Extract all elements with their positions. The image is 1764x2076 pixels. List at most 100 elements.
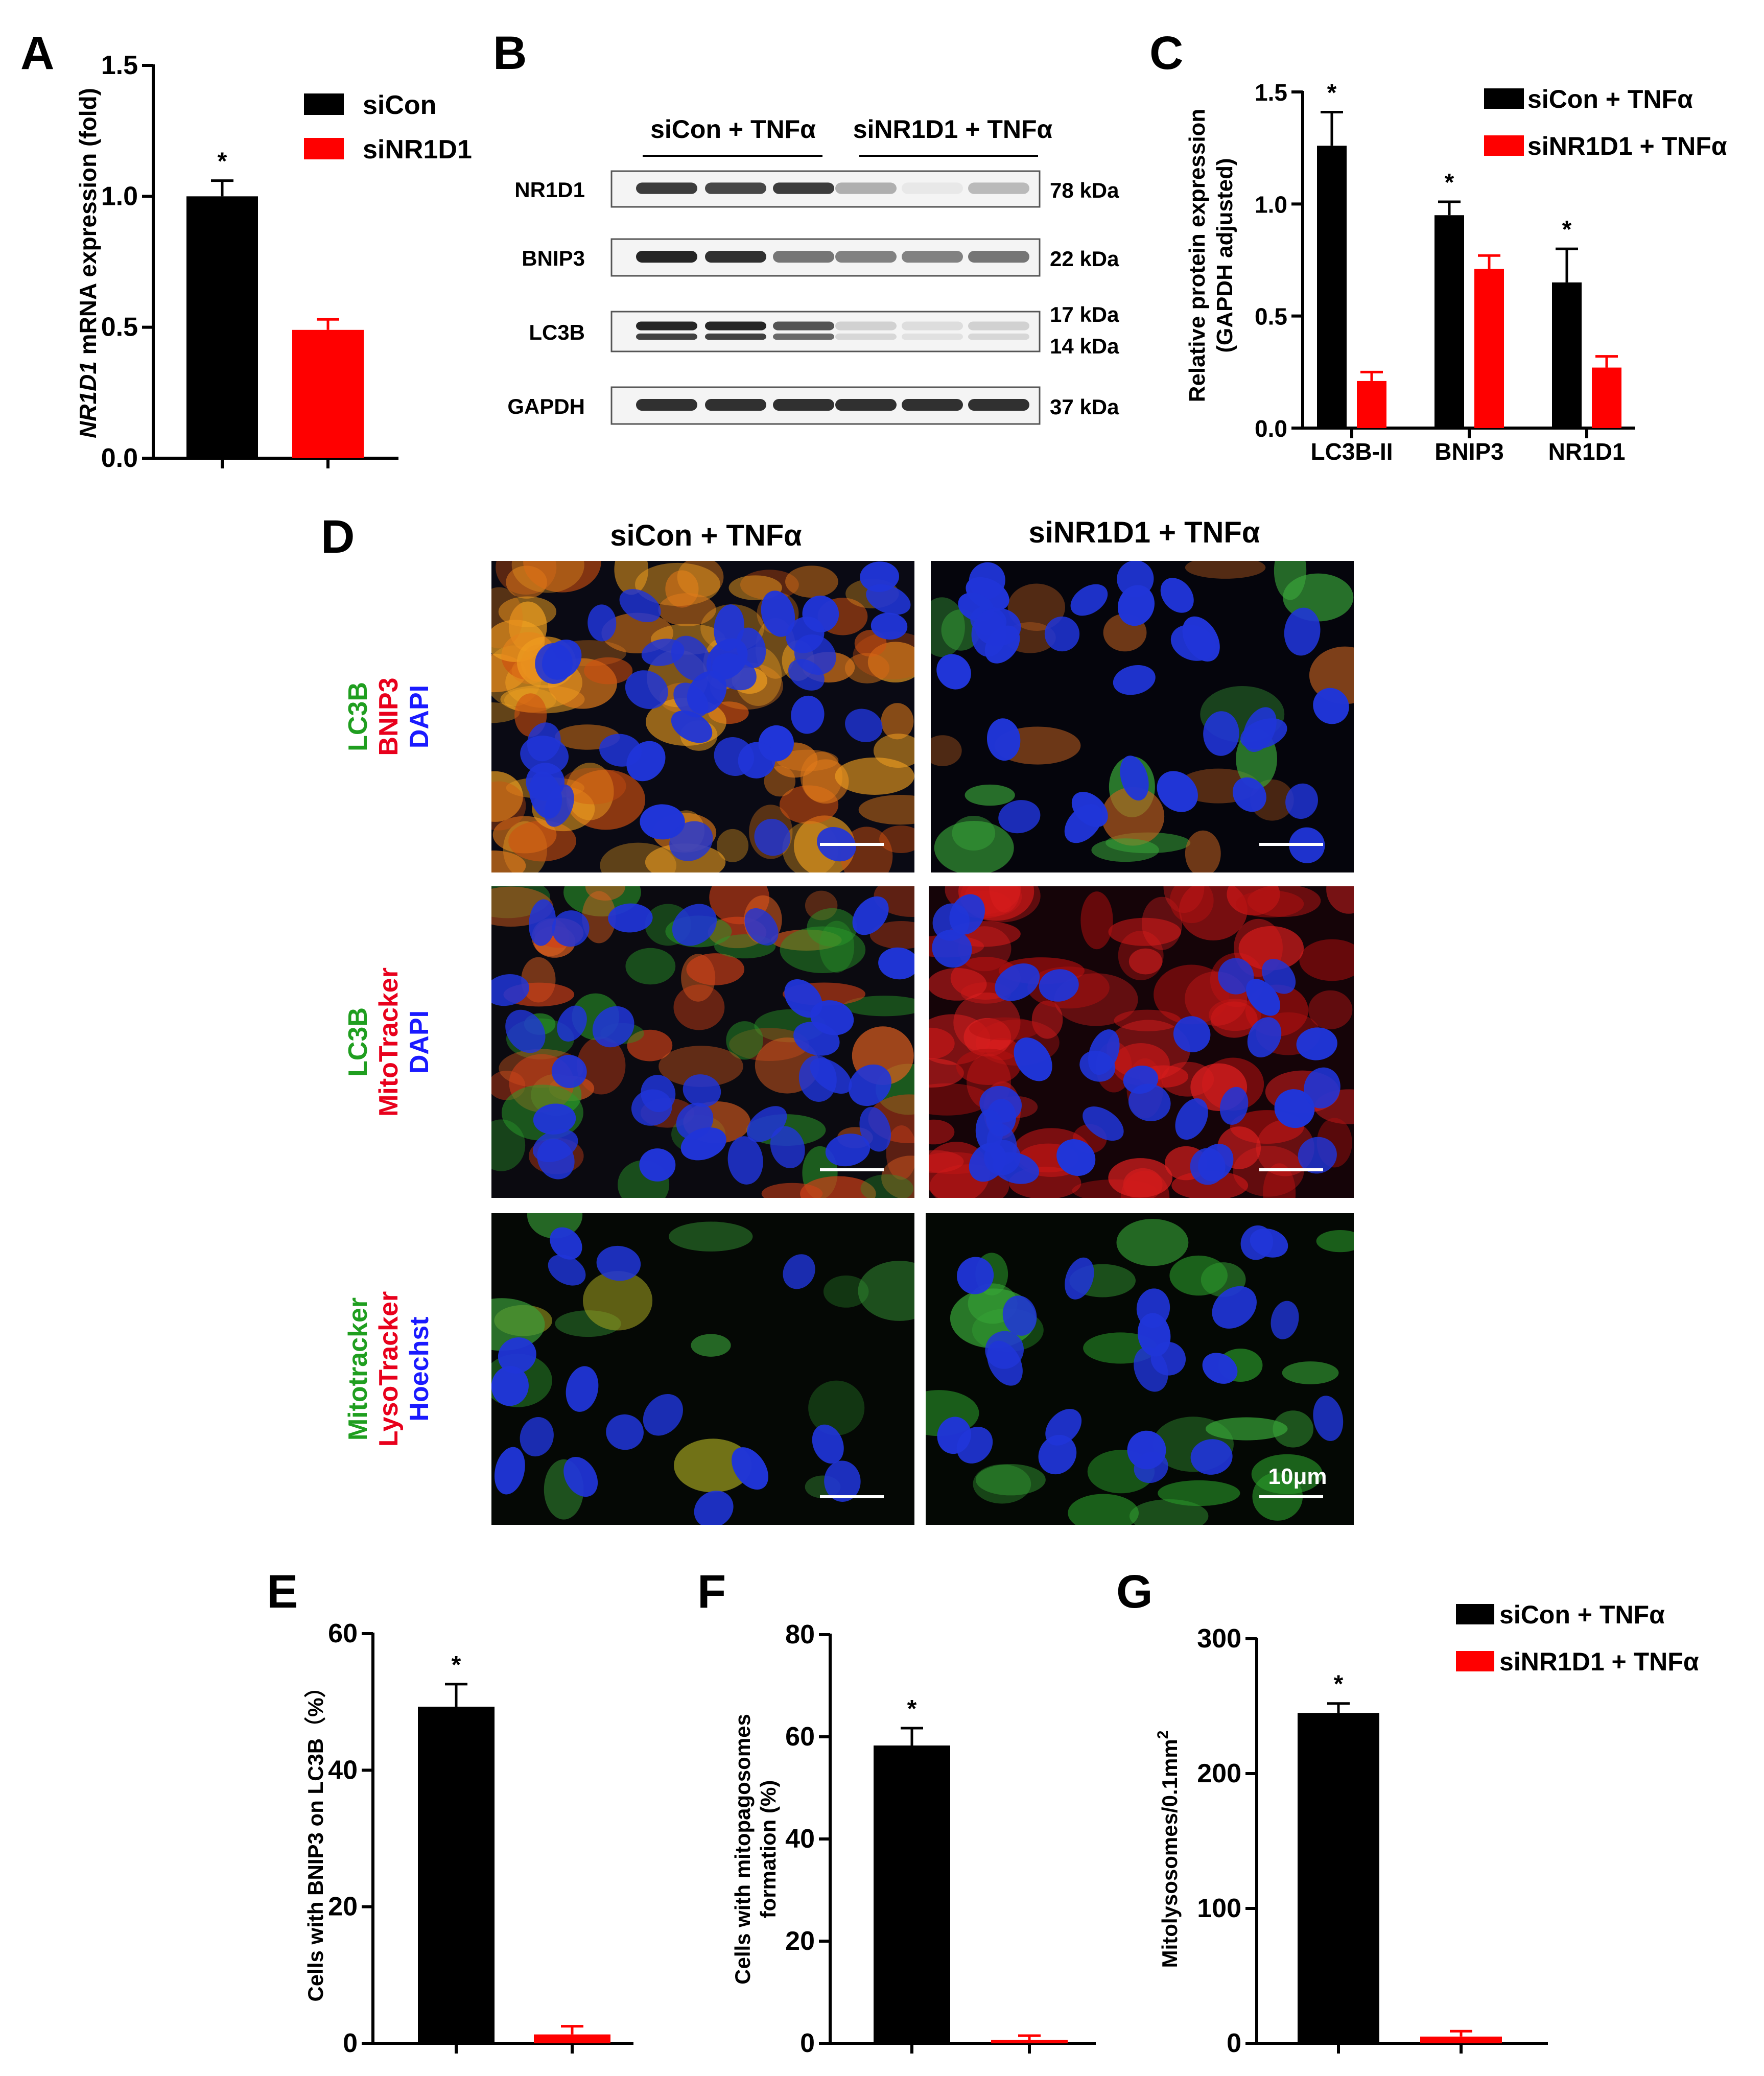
cytoplasm-signal xyxy=(673,984,725,1030)
blot-kda-label: 37 kDa xyxy=(1050,395,1119,419)
blot-band xyxy=(968,251,1029,263)
nucleus xyxy=(1274,1089,1315,1128)
micrograph-content xyxy=(491,886,914,1198)
cytoplasm-signal xyxy=(1158,1480,1240,1506)
y-axis-label-gene: NR1D1 xyxy=(75,361,101,438)
cytoplasm-signal xyxy=(835,757,914,795)
y-axis-label: Relative protein expression xyxy=(1185,109,1210,403)
cytoplasm-signal xyxy=(881,703,914,740)
y-tick-label: 100 xyxy=(1197,1894,1241,1923)
nucleus xyxy=(1247,1017,1282,1057)
blot-band xyxy=(968,321,1029,331)
nucleus xyxy=(550,1227,582,1260)
y-axis-label: Cells with BNIP3 on LC3B（%） xyxy=(303,1676,327,2001)
nucleus xyxy=(1173,1016,1211,1052)
cytoplasm-signal xyxy=(989,886,1021,913)
nucleus xyxy=(1203,711,1239,756)
cytoplasm-signal xyxy=(1091,838,1159,862)
y-tick-label: 1.0 xyxy=(1255,191,1287,218)
cytoplasm-signal xyxy=(674,1438,752,1493)
bar xyxy=(1317,146,1347,428)
nucleus xyxy=(1261,959,1296,994)
cytoplasm-signal xyxy=(1309,646,1354,704)
cytoplasm-signal xyxy=(1316,1230,1354,1253)
cytoplasm-signal xyxy=(1185,830,1221,872)
nucleus xyxy=(608,903,653,933)
nucleus xyxy=(640,804,685,840)
legend-swatch xyxy=(1456,1651,1494,1671)
nucleus xyxy=(1070,584,1108,616)
bar xyxy=(1298,1713,1379,2043)
nucleus xyxy=(494,1447,525,1495)
y-tick-label: 0 xyxy=(1227,2028,1241,2058)
y-tick-label: 0.5 xyxy=(101,313,138,342)
nucleus xyxy=(566,1366,599,1412)
cytoplasm-signal xyxy=(886,1125,914,1180)
nucleus xyxy=(798,1055,837,1102)
y-axis-label-text: mRNA expression (fold) xyxy=(75,88,101,361)
nucleus xyxy=(1182,616,1220,662)
nucleus xyxy=(1298,1137,1337,1174)
nucleus xyxy=(987,1340,1023,1386)
cytoplasm-signal xyxy=(853,631,914,679)
cytoplasm-signal xyxy=(691,1334,731,1357)
cytoplasm-signal xyxy=(761,1183,823,1198)
micrograph-content xyxy=(491,1213,914,1525)
cytoplasm-signal xyxy=(1129,1499,1209,1525)
panel-label-c: C xyxy=(1149,27,1184,79)
micro-row-label: DAPI xyxy=(405,685,434,748)
y-axis-label-line2: formation (%) xyxy=(756,1780,780,1919)
cytoplasm-signal xyxy=(780,926,866,973)
blot-band xyxy=(773,399,834,411)
blot-band xyxy=(636,251,697,263)
blot-kda-label: 17 kDa xyxy=(1050,302,1119,326)
cytoplasm-signal xyxy=(1169,1255,1228,1296)
cytoplasm-signal xyxy=(491,587,523,649)
cytoplasm-signal xyxy=(1007,583,1066,631)
nucleus xyxy=(533,1103,576,1135)
cytoplasm-signal xyxy=(840,827,893,872)
y-tick-label: 1.5 xyxy=(101,51,138,80)
bar xyxy=(1592,367,1621,428)
micro-row-label: Hoechst xyxy=(405,1316,434,1421)
cytoplasm-signal xyxy=(843,996,914,1017)
nucleus xyxy=(845,709,883,742)
y-tick-label: 0.0 xyxy=(1255,415,1287,442)
blot-row-label: LC3B xyxy=(529,320,585,344)
nucleus xyxy=(599,734,642,767)
cytoplasm-signal xyxy=(625,948,676,985)
nucleus xyxy=(529,771,562,819)
nucleus xyxy=(1038,1434,1077,1475)
y-tick-label: 60 xyxy=(328,1619,358,1648)
nucleus xyxy=(860,561,899,592)
legend-label: siCon + TNFα xyxy=(1499,1600,1665,1629)
y-tick-label: 1.0 xyxy=(101,181,138,211)
cytoplasm-signal xyxy=(1080,891,1113,950)
nucleus xyxy=(491,974,529,1006)
blot-band xyxy=(773,251,834,263)
panel-label-g: G xyxy=(1116,1566,1153,1618)
nucleus xyxy=(1296,1027,1337,1060)
cytoplasm-signal xyxy=(1114,1009,1181,1031)
blot-strip xyxy=(610,311,1041,352)
bar xyxy=(534,2034,610,2043)
nucleus xyxy=(1285,783,1318,819)
nucleus xyxy=(1271,1301,1299,1339)
nucleus xyxy=(491,1365,529,1406)
cytoplasm-signal xyxy=(1274,561,1307,600)
cytoplasm-signal xyxy=(1326,886,1354,914)
cytoplasm-signal xyxy=(764,766,796,797)
micro-col-label-knockdown: siNR1D1 + TNFα xyxy=(1028,516,1260,549)
nucleus xyxy=(1044,616,1080,652)
nucleus xyxy=(783,1254,815,1289)
x-tick-label: NR1D1 xyxy=(1548,438,1626,465)
nucleus xyxy=(936,654,971,690)
blot-band xyxy=(705,182,766,194)
y-tick-label: 0.0 xyxy=(101,443,138,473)
nucleus xyxy=(669,821,713,861)
nucleus xyxy=(754,818,791,856)
legend-swatch xyxy=(1484,135,1524,156)
cytoplasm-signal xyxy=(658,593,716,626)
cytoplasm-signal xyxy=(975,1464,1046,1496)
panel-label-b: B xyxy=(493,27,527,79)
